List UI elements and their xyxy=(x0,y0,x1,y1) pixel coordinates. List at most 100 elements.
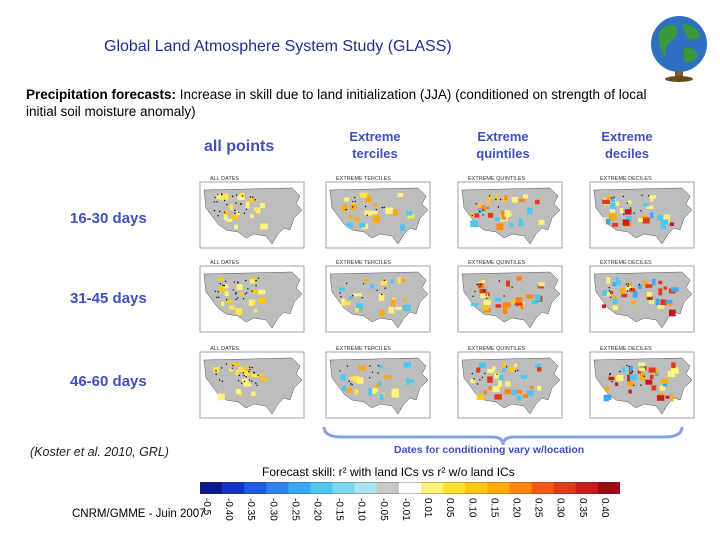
skill-cell xyxy=(245,201,250,209)
skill-cell xyxy=(470,379,475,384)
skill-cell xyxy=(613,201,620,206)
skill-cell xyxy=(391,391,400,398)
skill-cell xyxy=(241,378,249,384)
skill-cell xyxy=(253,207,260,212)
skill-cell xyxy=(518,221,524,226)
skill-cell xyxy=(504,389,512,395)
skill-cell xyxy=(379,309,385,317)
column-header-quintiles-line1: Extreme xyxy=(477,129,529,144)
skill-cell xyxy=(470,213,474,217)
significance-dot xyxy=(499,198,502,201)
skill-cell xyxy=(229,203,233,211)
subtitle-rest: Increase in skill due to land initializa… xyxy=(26,87,647,119)
skill-cell xyxy=(663,214,671,218)
significance-dot xyxy=(221,380,224,382)
skill-cell xyxy=(608,213,617,221)
significance-dot xyxy=(626,364,628,367)
significance-dot xyxy=(486,297,488,299)
skill-cell xyxy=(642,217,650,224)
skill-cell xyxy=(669,222,674,227)
skill-cell xyxy=(248,370,252,374)
skill-cell xyxy=(624,209,632,215)
brace-label: Dates for conditioning vary w/location xyxy=(394,444,585,456)
colorbar-swatch xyxy=(509,482,532,494)
significance-dot xyxy=(613,196,615,198)
colorbar-swatch xyxy=(465,482,488,494)
skill-cell xyxy=(403,304,411,312)
skill-cell xyxy=(216,193,222,200)
skill-cell xyxy=(531,300,538,305)
significance-dot xyxy=(235,291,237,294)
skill-cell xyxy=(353,375,359,383)
skill-cell xyxy=(260,223,268,230)
map-panel: ALL DATES xyxy=(199,260,305,333)
skill-cell xyxy=(498,375,504,382)
significance-dot xyxy=(218,296,220,298)
significance-dot xyxy=(249,366,251,368)
skill-cell xyxy=(341,204,347,212)
skill-cell xyxy=(610,202,616,210)
skill-cell xyxy=(401,278,406,282)
skill-cell xyxy=(627,374,631,382)
skill-cell xyxy=(344,301,352,306)
skill-cell xyxy=(651,385,657,391)
skill-cell xyxy=(474,213,480,218)
skill-cell xyxy=(649,195,657,199)
skill-cell xyxy=(219,276,224,281)
significance-dot xyxy=(251,366,253,369)
skill-cell xyxy=(639,373,646,381)
skill-cell xyxy=(612,305,618,310)
significance-dot xyxy=(481,376,484,379)
significance-dot xyxy=(640,210,642,212)
significance-dot xyxy=(345,282,348,284)
significance-dot xyxy=(346,365,349,367)
colorbar-tick-label: 0.25 xyxy=(533,498,544,518)
skill-cell xyxy=(535,199,540,205)
significance-dot xyxy=(351,295,354,297)
significance-dot xyxy=(376,289,378,291)
skill-cell xyxy=(221,301,225,307)
significance-dot xyxy=(369,377,371,379)
colorbar-tick-label: -0.05 xyxy=(378,498,389,521)
skill-cell xyxy=(502,368,506,373)
skill-cell xyxy=(229,367,233,372)
colorbar-tick-label: -0.5 xyxy=(201,498,212,516)
map-panel: EXTREME DECILES xyxy=(589,176,695,249)
skill-cell xyxy=(612,295,617,299)
skill-cell xyxy=(534,363,541,368)
significance-dot xyxy=(232,289,234,291)
colorbar-swatch xyxy=(443,482,466,494)
significance-dot xyxy=(214,196,216,199)
significance-dot xyxy=(479,210,481,213)
significance-dot xyxy=(361,297,363,299)
skill-cell xyxy=(620,287,625,293)
skill-cell xyxy=(342,385,347,392)
skill-cell xyxy=(627,200,632,205)
column-header-all-points: all points xyxy=(204,138,275,155)
skill-cell xyxy=(358,365,366,371)
skill-cell xyxy=(643,203,649,207)
skill-cell xyxy=(235,308,243,315)
skill-cell xyxy=(385,207,394,215)
significance-dot xyxy=(479,379,481,381)
skill-cell xyxy=(400,224,405,231)
significance-dot xyxy=(610,296,612,298)
skill-cell xyxy=(341,298,346,306)
significance-dot xyxy=(217,193,219,196)
skill-cell xyxy=(338,287,346,291)
significance-dot xyxy=(488,195,491,197)
skill-cell xyxy=(243,371,249,377)
skill-cell xyxy=(650,198,654,202)
skill-cell xyxy=(390,279,394,284)
skill-cell xyxy=(622,366,626,373)
significance-dot xyxy=(215,373,217,375)
significance-dot xyxy=(243,380,246,383)
skill-cell xyxy=(626,286,632,291)
skill-cell xyxy=(354,389,359,395)
skill-cell xyxy=(394,388,399,392)
significance-dot xyxy=(214,290,216,293)
skill-cell xyxy=(249,279,255,284)
skill-cell xyxy=(403,298,407,302)
colorbar-swatch xyxy=(266,482,289,494)
significance-dot xyxy=(223,199,226,202)
